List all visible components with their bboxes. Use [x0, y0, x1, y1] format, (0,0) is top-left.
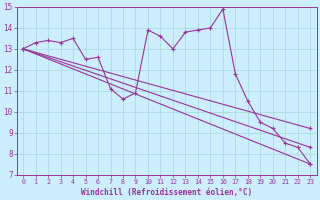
X-axis label: Windchill (Refroidissement éolien,°C): Windchill (Refroidissement éolien,°C): [81, 188, 252, 197]
